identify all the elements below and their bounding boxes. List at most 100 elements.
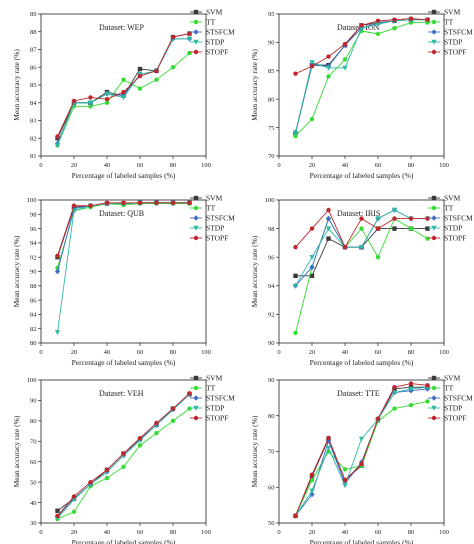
data-point — [88, 203, 93, 208]
series-svm — [293, 226, 430, 278]
series-svm — [55, 31, 192, 141]
x-tick-label: 40 — [342, 349, 349, 356]
x-tick-label: 100 — [201, 349, 211, 356]
legend-marker — [193, 395, 199, 401]
series-tt — [293, 20, 430, 139]
chart-1: 0 20 40 60 80 100 81 82 83 84 85 86 87 88 89 Percentage… — [12, 8, 235, 181]
data-point — [392, 406, 397, 411]
y-tick-label: 89 — [30, 11, 37, 18]
data-point — [342, 65, 348, 71]
legend-label: STSFCM — [444, 214, 473, 223]
data-point — [342, 41, 348, 47]
x-tick-label: 0 — [39, 529, 42, 536]
data-point — [154, 420, 159, 426]
y-axis-label: Mean accuracy rate (%) — [12, 49, 21, 121]
data-point — [55, 253, 60, 258]
data-point — [54, 143, 61, 149]
legend-marker — [431, 195, 437, 201]
y-tick-label: 85 — [268, 68, 275, 75]
data-point — [187, 200, 192, 206]
data-point — [309, 226, 315, 231]
data-point — [326, 54, 331, 59]
legend-label: STSFCM — [206, 28, 235, 37]
data-point — [375, 416, 381, 421]
legend-label: TT — [206, 384, 216, 393]
data-point — [392, 226, 397, 231]
data-point — [121, 200, 126, 206]
data-point — [358, 244, 365, 250]
series-stdp — [54, 200, 193, 336]
data-point — [137, 86, 143, 91]
x-tick-label: 0 — [277, 529, 280, 536]
data-point — [137, 66, 143, 72]
data-point — [392, 216, 397, 221]
legend-label: STOPF — [206, 234, 228, 243]
y-axis-label: Mean accuracy rate (%) — [12, 415, 21, 487]
legend-marker — [431, 395, 437, 401]
data-point — [391, 390, 398, 396]
legend-marker — [193, 215, 199, 221]
legend-marker — [193, 225, 199, 231]
data-point — [408, 16, 414, 21]
data-point — [425, 226, 430, 231]
x-tick-label: 20 — [71, 349, 78, 356]
data-point — [186, 36, 193, 42]
legend-marker — [193, 195, 199, 201]
x-tick-label: 100 — [201, 162, 211, 169]
plot-frame — [278, 379, 445, 524]
x-tick-label: 100 — [439, 349, 449, 356]
data-point — [88, 104, 93, 109]
series-line — [295, 401, 428, 517]
data-point — [425, 383, 430, 388]
data-point — [88, 479, 93, 485]
data-point — [425, 236, 430, 241]
data-point — [375, 22, 381, 28]
data-point — [121, 89, 126, 95]
series-line — [295, 388, 428, 517]
x-tick-label: 60 — [137, 162, 144, 169]
y-tick-label: 96 — [30, 226, 37, 233]
data-point — [88, 95, 93, 100]
chart-title: Dataset: IRIS — [337, 209, 380, 218]
y-tick-label: 80 — [268, 96, 275, 103]
y-axis-label: Mean accuracy rate (%) — [12, 235, 21, 307]
series-stopf — [55, 31, 192, 139]
legend-marker — [431, 9, 437, 15]
y-tick-label: 94 — [30, 240, 37, 247]
legend-label: SVM — [444, 194, 461, 203]
data-point — [359, 23, 364, 28]
x-tick-label: 0 — [277, 349, 280, 356]
x-tick-label: 0 — [39, 349, 42, 356]
data-point — [71, 203, 77, 208]
data-point — [342, 244, 348, 250]
y-tick-label: 87 — [30, 47, 37, 54]
x-tick-label: 60 — [375, 529, 382, 536]
x-tick-label: 20 — [309, 162, 316, 169]
data-point — [342, 57, 348, 62]
data-point — [293, 133, 298, 139]
y-tick-label: 80 — [30, 340, 37, 347]
legend-marker — [193, 405, 199, 411]
series-stopf — [55, 391, 192, 519]
data-point — [121, 77, 126, 82]
data-point — [55, 508, 60, 513]
data-point — [154, 200, 159, 206]
legend-marker — [193, 415, 199, 421]
legend-marker — [193, 39, 199, 45]
legend-label: TT — [444, 18, 454, 27]
legend-marker — [431, 29, 437, 35]
data-point — [359, 226, 364, 231]
x-tick-label: 60 — [375, 162, 382, 169]
data-point — [120, 95, 127, 101]
data-point — [408, 381, 414, 386]
data-point — [375, 226, 381, 231]
data-point — [408, 402, 414, 408]
data-point — [375, 18, 381, 24]
data-point — [55, 513, 60, 519]
x-tick-label: 80 — [170, 529, 177, 536]
legend-label: STSFCM — [206, 394, 235, 403]
data-point — [408, 20, 414, 25]
data-point — [375, 31, 381, 37]
data-point — [326, 207, 331, 213]
